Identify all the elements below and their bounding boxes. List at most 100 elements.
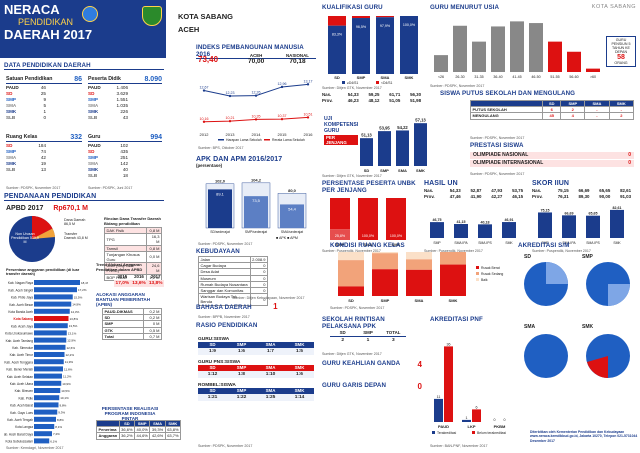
table-cell: 44,6% [134, 432, 151, 440]
rasio-head-cell: SMK [294, 365, 305, 370]
kv-key: SLB [88, 115, 98, 120]
apk-section: APK DAN APM 2016/2017 (persentase) [196, 156, 316, 168]
block-label: Peserta Didik [88, 76, 121, 82]
data-label: 10,9% [62, 382, 71, 386]
section-title: INDEKS PEMBANGUNAN MANUSIA 2016 [196, 44, 304, 58]
nasprov-cell: 46,23 [347, 97, 359, 103]
kv-row: SMP 1.551 [88, 97, 128, 103]
data-label: 8,8% [57, 418, 64, 422]
rasio-label: GURU:SISWA [198, 337, 230, 342]
ipm-value: 73,40 [198, 55, 219, 64]
kv-row: SLB 18 [88, 173, 128, 179]
ipm-aceh: ACEH 70,00 [248, 53, 264, 65]
data-label: 18,4% [81, 281, 88, 285]
table-cell: 42,6% [149, 432, 166, 440]
pie-slice-dana-daerah [32, 215, 53, 239]
trend-values: 17,0% 13,6% 13,8% [114, 280, 164, 287]
nasprov-cell: Prov. [322, 97, 333, 103]
section-title: DATA PENDIDIKAN DAERAH [4, 62, 91, 69]
nasprov-cell: 89,30 [578, 193, 590, 199]
nasprov-cell: 52,87 [470, 188, 482, 193]
section-title: AKREDITASI PNF [430, 316, 483, 323]
bar-segment [338, 260, 364, 287]
rasio-head-cell: SD [209, 342, 216, 347]
bar [34, 380, 62, 386]
data-label: 12,23 [226, 91, 235, 95]
bar-segment [406, 252, 432, 260]
rasio-value: 1:21 [207, 395, 218, 400]
data-label: 57,13 [415, 118, 426, 123]
data-label: 96,5% [356, 25, 367, 29]
data-label: 46,75 [433, 218, 442, 222]
rasio-head-cell: SMA [265, 388, 276, 393]
table-row: Penerima 36,6% 40,0% 39,3% 63,8% [96, 426, 182, 434]
prestasi-value: 0 [628, 160, 631, 166]
source-note: Sumber: PDSPK, November 2017 [6, 186, 61, 190]
kv-row: PAUD 1.406 [88, 85, 128, 91]
nasprov-cell: 66,69 [578, 188, 590, 193]
data-label: 11,2% [63, 375, 72, 379]
x-tick-label: SMK [449, 298, 458, 303]
section-title: KEBUDAYAAN [196, 248, 240, 255]
rasio-value: 1:6 [296, 372, 303, 377]
pct-title: Persentase anggaran pendidikan (di luar … [6, 268, 80, 276]
data-label: 97,9% [380, 24, 391, 28]
usia-bar-chart: <26 26-30 31-35 36-40 41-45 46-50 51-55 56-60 >6… [434, 21, 600, 79]
apk-subtitle: (persentase) [196, 163, 223, 168]
data-label: 8,1% [55, 425, 62, 429]
legend-label: ■ APK ■ APM [276, 236, 298, 240]
kualifikasi-section: KUALIFIKASI GURU [322, 4, 422, 11]
trend-year: 2017 [150, 274, 161, 279]
usia-region: KOTA SABANG [591, 4, 636, 10]
bar-segment [372, 252, 398, 254]
table-cell: - [608, 106, 635, 114]
bar-segment [338, 252, 364, 261]
data-label: 100,0% [390, 234, 403, 238]
kv-key: SLB [88, 173, 98, 178]
data-label: 36 [447, 342, 451, 346]
prestasi-label: OLIMPIADE INTERNASIONAL [473, 160, 544, 166]
putus-section: SISWA PUTUS SEKOLAH DAN MENGULANG [440, 90, 636, 97]
kv-row: SMK 40 [88, 167, 128, 173]
kv-key: SMA [88, 161, 99, 166]
alok-table: PAUD-DIKMAS 0,2 M SD 0,2 M SMP 0 M GTK 0,5 M Tot… [101, 307, 162, 341]
kv-key: SLB [6, 167, 16, 172]
akreditasi-pies: SD SMP SMA SMK [524, 254, 630, 378]
x-tick-label: PAUD [438, 424, 449, 429]
kv-key: SMK [6, 161, 17, 166]
divider [196, 58, 316, 60]
table-row: MENGULANG 45 4-2 [469, 112, 635, 120]
x-tick-label: SMA IPS [586, 241, 600, 245]
bar-apm [208, 189, 232, 228]
nasprov-cell: 47,46 [449, 193, 461, 199]
table-cell: 0,2 M [143, 307, 162, 316]
table-row: TPG 16,3 M [104, 233, 163, 246]
data-label: 13,5% [69, 324, 78, 328]
data-label: 17,2% [78, 288, 87, 292]
y-tick-label: Kab. Aceh Selatan [7, 375, 33, 379]
y-tick-label: Kab. Aceh Besar [9, 303, 34, 307]
kv-value: 40 [122, 167, 128, 172]
source-note: Sumber: BPS, Oktober 2017 [198, 146, 244, 150]
data-label: 41,15 [457, 220, 466, 224]
divider [4, 69, 164, 71]
table-cell: 0 [249, 274, 269, 282]
rintisan-head: SD SMP TOTAL [330, 330, 406, 336]
table-cell: 0 [249, 268, 269, 276]
bar [34, 330, 67, 336]
y-tick-label: Kab. Aceh Barat [10, 404, 33, 408]
y-tick-label: Kab. Aceh Barat Daya [4, 432, 33, 436]
nasprov-cell: 47,93 [491, 188, 503, 193]
rasio-value: 1:12 [207, 372, 218, 377]
legend-swatch [476, 272, 479, 275]
kv-row: SD 3.629 [88, 91, 128, 97]
data-point [202, 89, 206, 92]
y-tick-label: Kab. Simeulue [12, 346, 33, 350]
data-label: 10,16 [200, 117, 209, 121]
pie-slice-b [587, 356, 608, 378]
nasprov-cell: 61,71 [389, 92, 401, 97]
x-tick-label: SMA [415, 298, 424, 303]
data-point [306, 83, 310, 86]
data-label: 46,91 [505, 218, 514, 222]
kv-key: PAUD [88, 143, 101, 148]
